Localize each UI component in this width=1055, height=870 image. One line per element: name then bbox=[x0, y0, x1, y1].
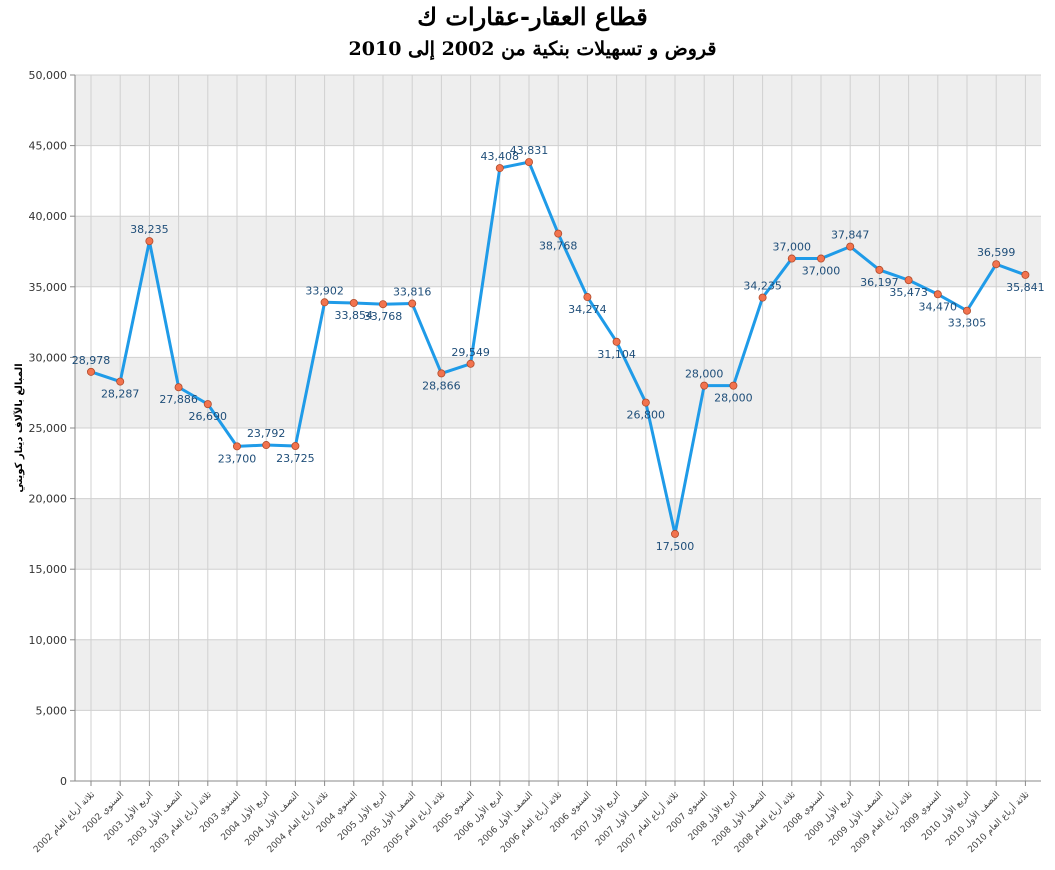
data-label: 28,978 bbox=[72, 354, 111, 367]
data-label: 43,831 bbox=[510, 144, 549, 157]
y-tick-label: 5,000 bbox=[36, 704, 68, 717]
data-label: 37,000 bbox=[773, 241, 812, 254]
x-tick-label: الربع الأول 2009 bbox=[802, 789, 856, 843]
data-point bbox=[378, 300, 387, 309]
data-point bbox=[904, 276, 913, 285]
x-tick-label: الربع الأول 2010 bbox=[919, 789, 973, 843]
axes bbox=[74, 75, 1041, 782]
data-point bbox=[787, 254, 796, 263]
data-point bbox=[700, 381, 709, 390]
x-tick-label: الربع الأول 2008 bbox=[685, 789, 739, 843]
data-label: 33,902 bbox=[305, 284, 344, 297]
data-label: 34,470 bbox=[919, 300, 958, 313]
y-tick-label: 0 bbox=[60, 775, 67, 788]
data-label: 35,473 bbox=[889, 286, 928, 299]
data-label: 28,000 bbox=[714, 392, 753, 405]
data-point bbox=[495, 164, 504, 173]
data-point bbox=[992, 260, 1001, 269]
y-axis-label: المبالغ بالآلاف دينار كويتي bbox=[13, 363, 25, 492]
data-point bbox=[583, 293, 592, 302]
y-tick-label: 45,000 bbox=[29, 140, 68, 153]
data-label: 36,197 bbox=[860, 276, 899, 289]
data-label: 29,549 bbox=[451, 346, 490, 359]
data-label: 35,841 bbox=[1006, 281, 1045, 294]
data-label: 28,866 bbox=[422, 379, 461, 392]
data-label: 38,235 bbox=[130, 223, 169, 236]
data-label: 38,768 bbox=[539, 240, 578, 253]
data-point bbox=[963, 306, 972, 315]
data-point bbox=[291, 442, 300, 451]
data-point bbox=[729, 381, 738, 390]
data-label: 28,287 bbox=[101, 388, 140, 401]
data-point bbox=[174, 383, 183, 392]
data-point bbox=[466, 359, 475, 368]
data-point bbox=[875, 265, 884, 274]
data-point bbox=[437, 369, 446, 378]
data-point bbox=[671, 529, 680, 538]
data-point bbox=[817, 254, 826, 263]
data-label: 36,599 bbox=[977, 246, 1016, 259]
gridlines bbox=[75, 74, 1041, 782]
data-label: 33,816 bbox=[393, 286, 432, 299]
data-label: 27,886 bbox=[159, 393, 198, 406]
data-point bbox=[262, 441, 271, 450]
data-point bbox=[758, 293, 767, 302]
data-point bbox=[612, 337, 621, 346]
data-label: 26,800 bbox=[627, 409, 666, 422]
x-tick-label: الربع الأول 2004 bbox=[218, 789, 272, 843]
chart-title: قطاع العقار-عقارات ك bbox=[417, 2, 648, 31]
data-point bbox=[87, 367, 96, 376]
data-label: 37,847 bbox=[831, 229, 870, 242]
data-label: 31,104 bbox=[597, 348, 636, 361]
data-label: 34,235 bbox=[743, 280, 782, 293]
data-point bbox=[349, 298, 358, 307]
data-point bbox=[525, 158, 534, 167]
data-label: 23,792 bbox=[247, 427, 286, 440]
data-point bbox=[320, 298, 329, 307]
x-tick-label: الربع الأول 2005 bbox=[335, 789, 389, 843]
data-point bbox=[554, 229, 563, 238]
data-labels: 28,978 28,287 38,235 27,886 26,690 23,700 23,7… bbox=[72, 144, 1045, 553]
y-tick-label: 30,000 bbox=[29, 351, 68, 364]
data-point bbox=[232, 442, 241, 451]
y-tick-label: 35,000 bbox=[29, 281, 68, 294]
data-label: 23,725 bbox=[276, 452, 315, 465]
x-tick-label: الربع الأول 2006 bbox=[452, 789, 506, 843]
x-tick-label: الربع الأول 2007 bbox=[569, 789, 623, 843]
y-tick-label: 25,000 bbox=[29, 422, 68, 435]
data-label: 37,000 bbox=[802, 265, 841, 278]
y-tick-label: 40,000 bbox=[29, 210, 68, 223]
data-label: 33,854 bbox=[335, 309, 374, 322]
y-tick-label: 20,000 bbox=[29, 493, 68, 506]
data-label: 26,690 bbox=[189, 410, 228, 423]
data-point bbox=[145, 237, 154, 246]
y-tick-label: 10,000 bbox=[29, 634, 68, 647]
data-label: 28,000 bbox=[685, 368, 724, 381]
data-point bbox=[846, 242, 855, 251]
data-point bbox=[933, 290, 942, 299]
y-tick-label: 50,000 bbox=[29, 69, 68, 82]
data-point bbox=[116, 377, 125, 386]
chart-subtitle: قروض و تسهيلات بنكية من 2002 إلى 2010 bbox=[348, 38, 717, 60]
data-point bbox=[408, 299, 417, 308]
data-label: 17,500 bbox=[656, 540, 695, 553]
x-tick-label: الربع الأول 2003 bbox=[101, 789, 155, 843]
data-point bbox=[1021, 270, 1030, 279]
data-points bbox=[87, 158, 1030, 538]
data-point bbox=[203, 400, 212, 409]
data-label: 33,305 bbox=[948, 317, 987, 330]
data-label: 34,274 bbox=[568, 303, 607, 316]
data-point bbox=[641, 398, 650, 407]
data-label: 23,700 bbox=[218, 452, 257, 465]
y-axis-ticks: 0 5,000 10,000 15,000 20,000 25,000 30,000 35,0… bbox=[29, 69, 75, 788]
data-label: 43,408 bbox=[481, 150, 520, 163]
y-tick-label: 15,000 bbox=[29, 563, 68, 576]
data-label: 33,768 bbox=[364, 310, 403, 323]
